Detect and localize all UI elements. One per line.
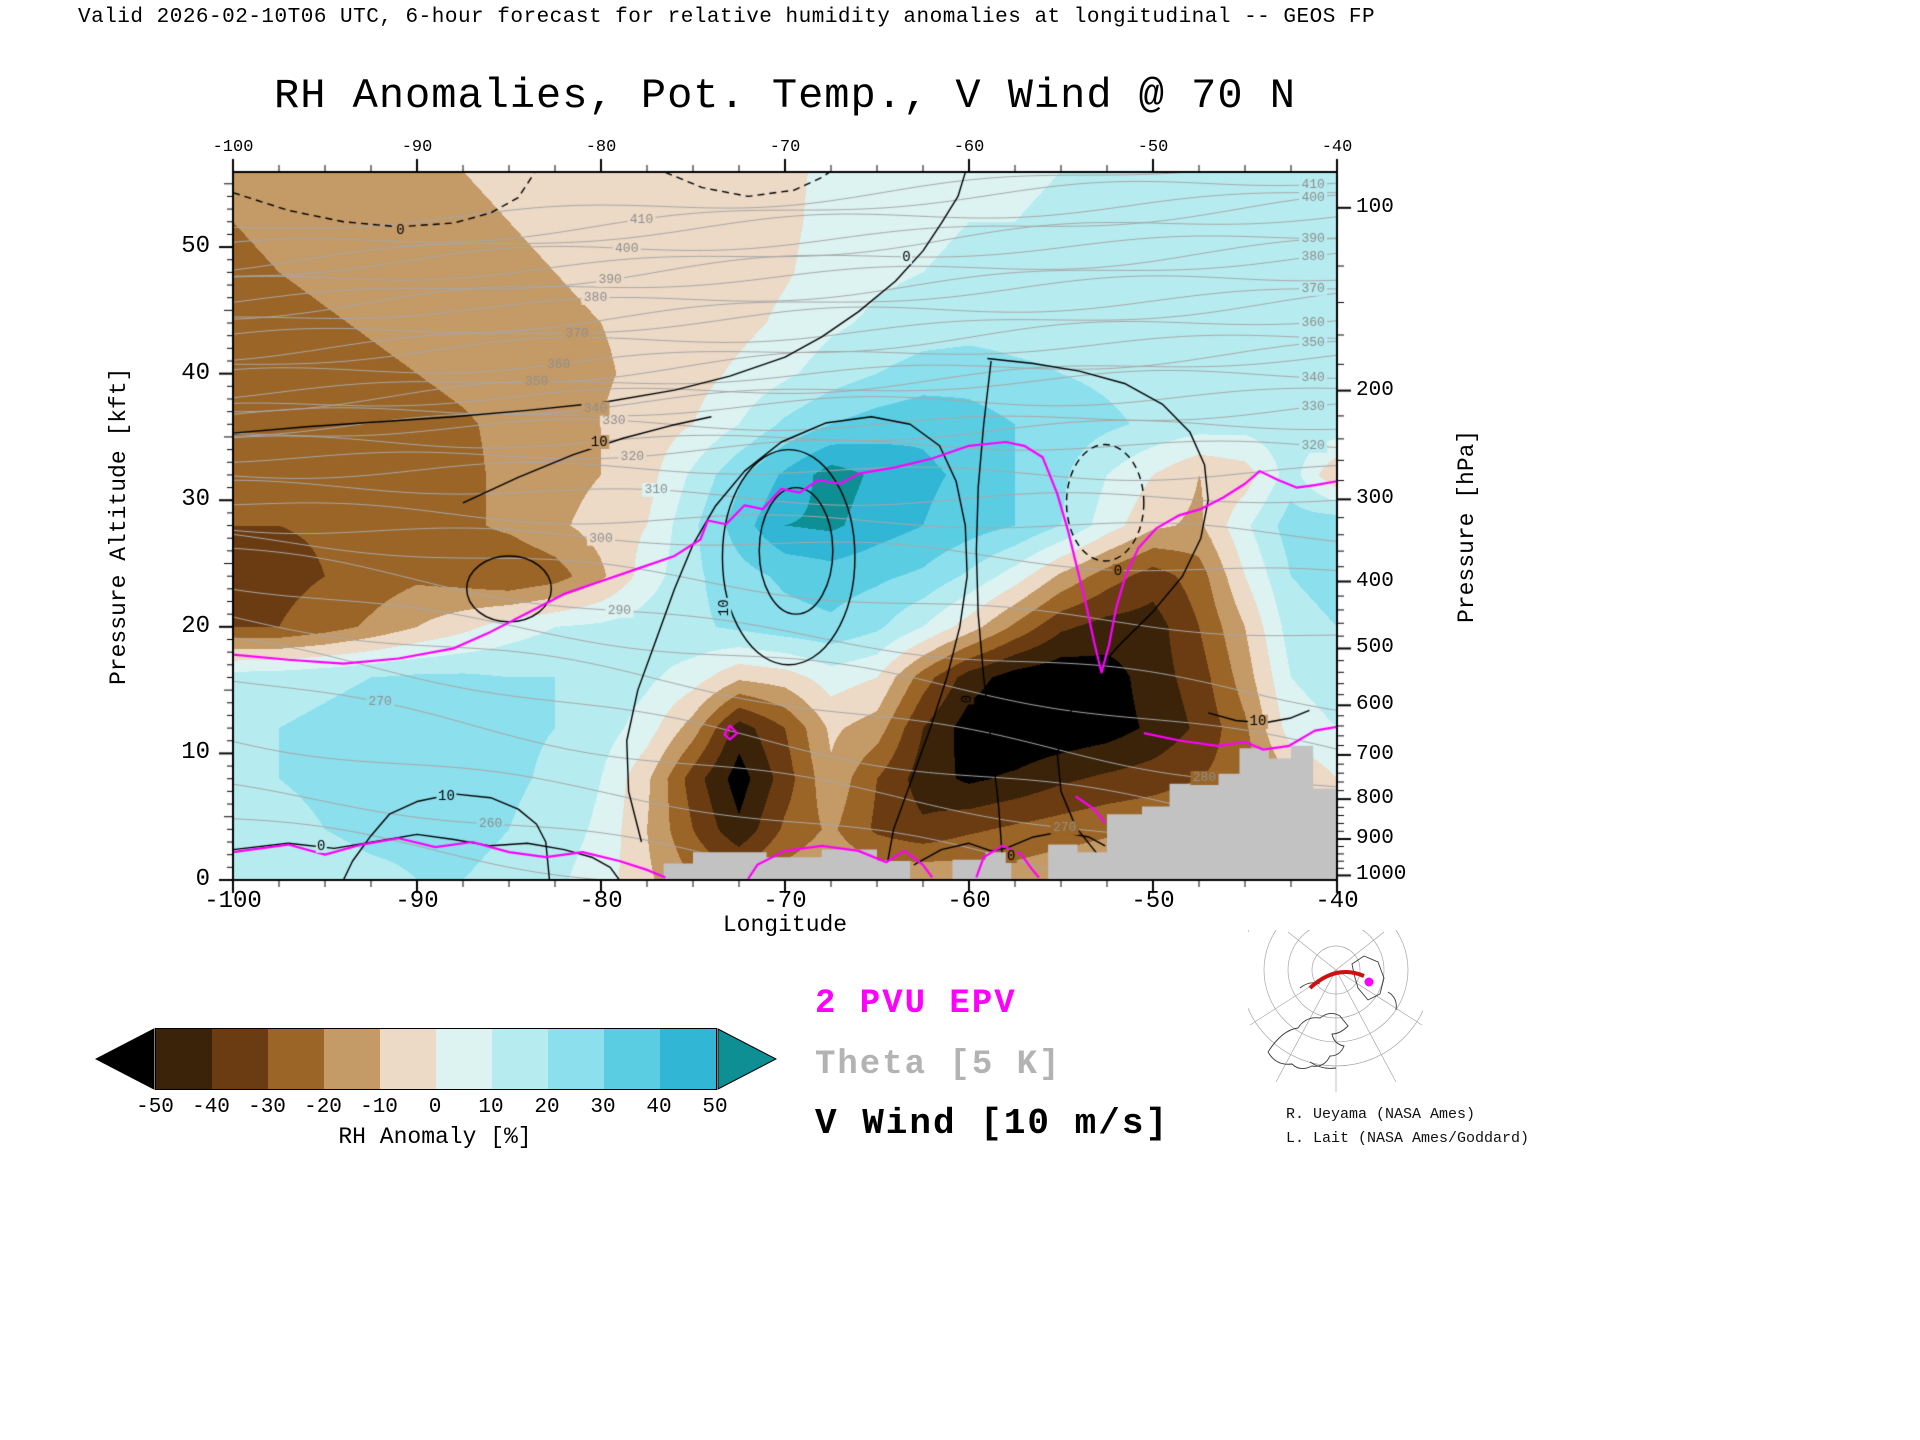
colorbar-tick-label: 0 [428,1096,442,1119]
colorbar-tick-label: 10 [478,1096,504,1119]
y-left-tick-label: 20 [181,612,210,640]
y-right-tick-label: 1000 [1356,863,1407,887]
y-right-tick-label: 300 [1356,487,1394,511]
plot-title: RH Anomalies, Pot. Temp., V Wind @ 70 N [274,72,1296,120]
x-tick-label: -40 [1315,888,1359,915]
colorbar-tick-label: -50 [136,1096,174,1119]
x-top-tick-label: -80 [585,138,617,157]
x-tick-label: -70 [763,888,807,915]
colorbar-segment [380,1029,436,1089]
x-tick-label: -60 [947,888,991,915]
colorbar [95,1028,777,1090]
colorbar-segment [660,1029,716,1089]
colorbar-label: RH Anomaly [%] [338,1124,532,1150]
y-left-tick-label: 10 [181,739,210,767]
y-right-tick-label: 900 [1356,826,1394,850]
colorbar-tick-label: -30 [248,1096,286,1119]
credit-line-2: L. Lait (NASA Ames/Goddard) [1286,1130,1530,1147]
colorbar-segment [156,1029,212,1089]
legend-vwind: V Wind [10 m/s] [815,1103,1170,1144]
y-right-tick-label: 400 [1356,569,1394,593]
x-axis-title: Longitude [722,912,848,938]
y-right-tick-label: 700 [1356,742,1394,766]
x-top-tick-label: -40 [1321,138,1353,157]
x-top-tick-label: -70 [769,138,801,157]
y-right-tick-label: 200 [1356,378,1394,402]
colorbar-under-arrow [95,1028,155,1090]
colorbar-tick-label: -40 [192,1096,230,1119]
colorbar-tick-label: 50 [702,1096,728,1119]
y-left-axis-title: Pressure Altitude [kft] [106,367,132,685]
cross-section-endpoint-marker [1364,977,1374,987]
y-right-axis-title: Pressure [hPa] [1454,429,1480,623]
cross-section-path [1308,970,1365,990]
colorbar-tick-label: 40 [646,1096,672,1119]
colorbar-segment [548,1029,604,1089]
colorbar-tick-label: 30 [590,1096,616,1119]
credit-line-1: R. Ueyama (NASA Ames) [1286,1106,1476,1123]
y-left-tick-label: 50 [181,233,210,261]
colorbar-tick-label: 20 [534,1096,560,1119]
x-tick-label: -50 [1131,888,1175,915]
x-top-tick-label: -50 [1137,138,1169,157]
colorbar-segments [155,1028,717,1090]
x-top-tick-label: -60 [953,138,985,157]
colorbar-over-arrow [717,1028,777,1090]
y-right-tick-label: 500 [1356,636,1394,660]
x-top-tick-label: -90 [401,138,433,157]
y-left-tick-label: 30 [181,486,210,514]
y-right-tick-label: 100 [1356,195,1394,219]
legend-theta: Theta [5 K] [815,1046,1062,1084]
y-right-tick-label: 800 [1356,787,1394,811]
colorbar-segment [212,1029,268,1089]
colorbar-tick-label: -10 [360,1096,398,1119]
y-right-tick-label: 600 [1356,693,1394,717]
location-inset-map [1248,930,1423,1092]
y-left-tick-label: 0 [195,866,210,893]
colorbar-tick-label: -20 [304,1096,342,1119]
x-tick-label: -80 [579,888,623,915]
y-left-tick-label: 40 [181,359,210,387]
legend-epv: 2 PVU EPV [815,985,1017,1023]
colorbar-segment [492,1029,548,1089]
valid-line: Valid 2026-02-10T06 UTC, 6-hour forecast… [78,6,1376,29]
colorbar-segment [436,1029,492,1089]
x-top-tick-label: -100 [212,138,254,157]
colorbar-segment [324,1029,380,1089]
colorbar-segment [268,1029,324,1089]
x-tick-label: -100 [204,888,262,915]
x-tick-label: -90 [395,888,439,915]
colorbar-segment [604,1029,660,1089]
